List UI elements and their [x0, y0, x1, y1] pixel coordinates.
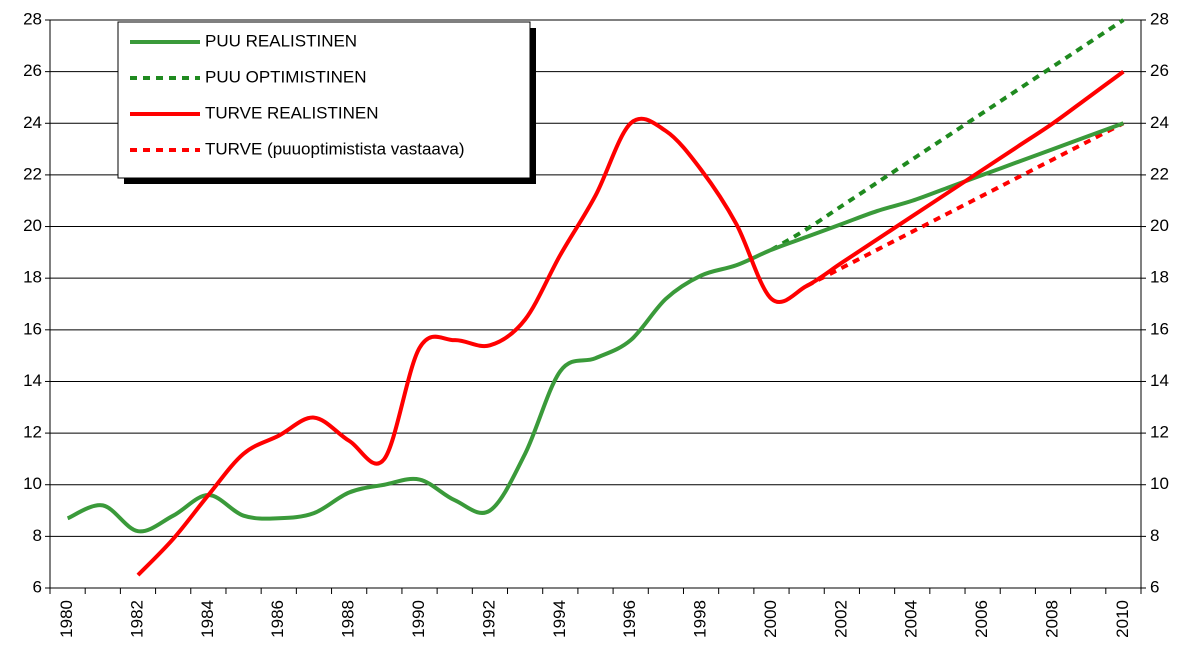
series-line — [66, 121, 1125, 534]
legend-label: PUU REALISTINEN — [205, 31, 357, 50]
x-tick-label: 2006 — [972, 600, 991, 638]
x-tick-label: 1980 — [57, 600, 76, 638]
y2-tick-label: 22 — [1150, 164, 1169, 183]
y-tick-label: 10 — [23, 474, 42, 493]
legend-label: TURVE (puuoptimistista vastaava) — [205, 139, 465, 158]
x-tick-label: 2004 — [902, 600, 921, 638]
y2-tick-label: 10 — [1150, 474, 1169, 493]
y2-tick-label: 8 — [1150, 526, 1159, 545]
x-tick-label: 2000 — [761, 600, 780, 638]
y-tick-label: 28 — [23, 9, 42, 28]
legend-label: TURVE REALISTINEN — [205, 103, 379, 122]
x-tick-label: 2002 — [831, 600, 850, 638]
y-tick-label: 12 — [23, 423, 42, 442]
y2-tick-label: 12 — [1150, 423, 1169, 442]
y2-tick-label: 24 — [1150, 113, 1169, 132]
x-tick-label: 1986 — [268, 600, 287, 638]
y2-tick-label: 28 — [1150, 9, 1169, 28]
y2-tick-label: 6 — [1150, 577, 1159, 596]
x-tick-label: 1988 — [339, 600, 358, 638]
y-tick-label: 20 — [23, 216, 42, 235]
y-tick-label: 14 — [23, 371, 42, 390]
series-line — [805, 121, 1125, 288]
y-tick-label: 22 — [23, 164, 42, 183]
y2-tick-label: 26 — [1150, 61, 1169, 80]
y2-tick-label: 18 — [1150, 268, 1169, 287]
y-tick-label: 26 — [23, 61, 42, 80]
y-tick-label: 18 — [23, 268, 42, 287]
y-tick-label: 8 — [33, 526, 42, 545]
x-tick-label: 1984 — [198, 600, 217, 638]
y-tick-label: 16 — [23, 319, 42, 338]
x-tick-label: 1998 — [691, 600, 710, 638]
x-tick-label: 2008 — [1043, 600, 1062, 638]
legend: PUU REALISTINEN PUU OPTIMISTINEN TURVE REA… — [117, 21, 536, 184]
series-line — [770, 18, 1125, 252]
y-tick-label: 6 — [33, 577, 42, 596]
x-tick-label: 1982 — [127, 600, 146, 638]
x-tick-label: 1990 — [409, 600, 428, 638]
y2-tick-label: 16 — [1150, 319, 1169, 338]
x-tick-label: 1994 — [550, 600, 569, 638]
legend-label: PUU OPTIMISTINEN — [205, 67, 367, 86]
x-tick-label: 2010 — [1113, 600, 1132, 638]
y2-tick-label: 20 — [1150, 216, 1169, 235]
y2-tick-label: 14 — [1150, 371, 1169, 390]
x-tick-label: 1996 — [620, 600, 639, 638]
series-line — [136, 70, 1125, 577]
x-tick-label: 1992 — [479, 600, 498, 638]
y-tick-label: 24 — [23, 113, 42, 132]
